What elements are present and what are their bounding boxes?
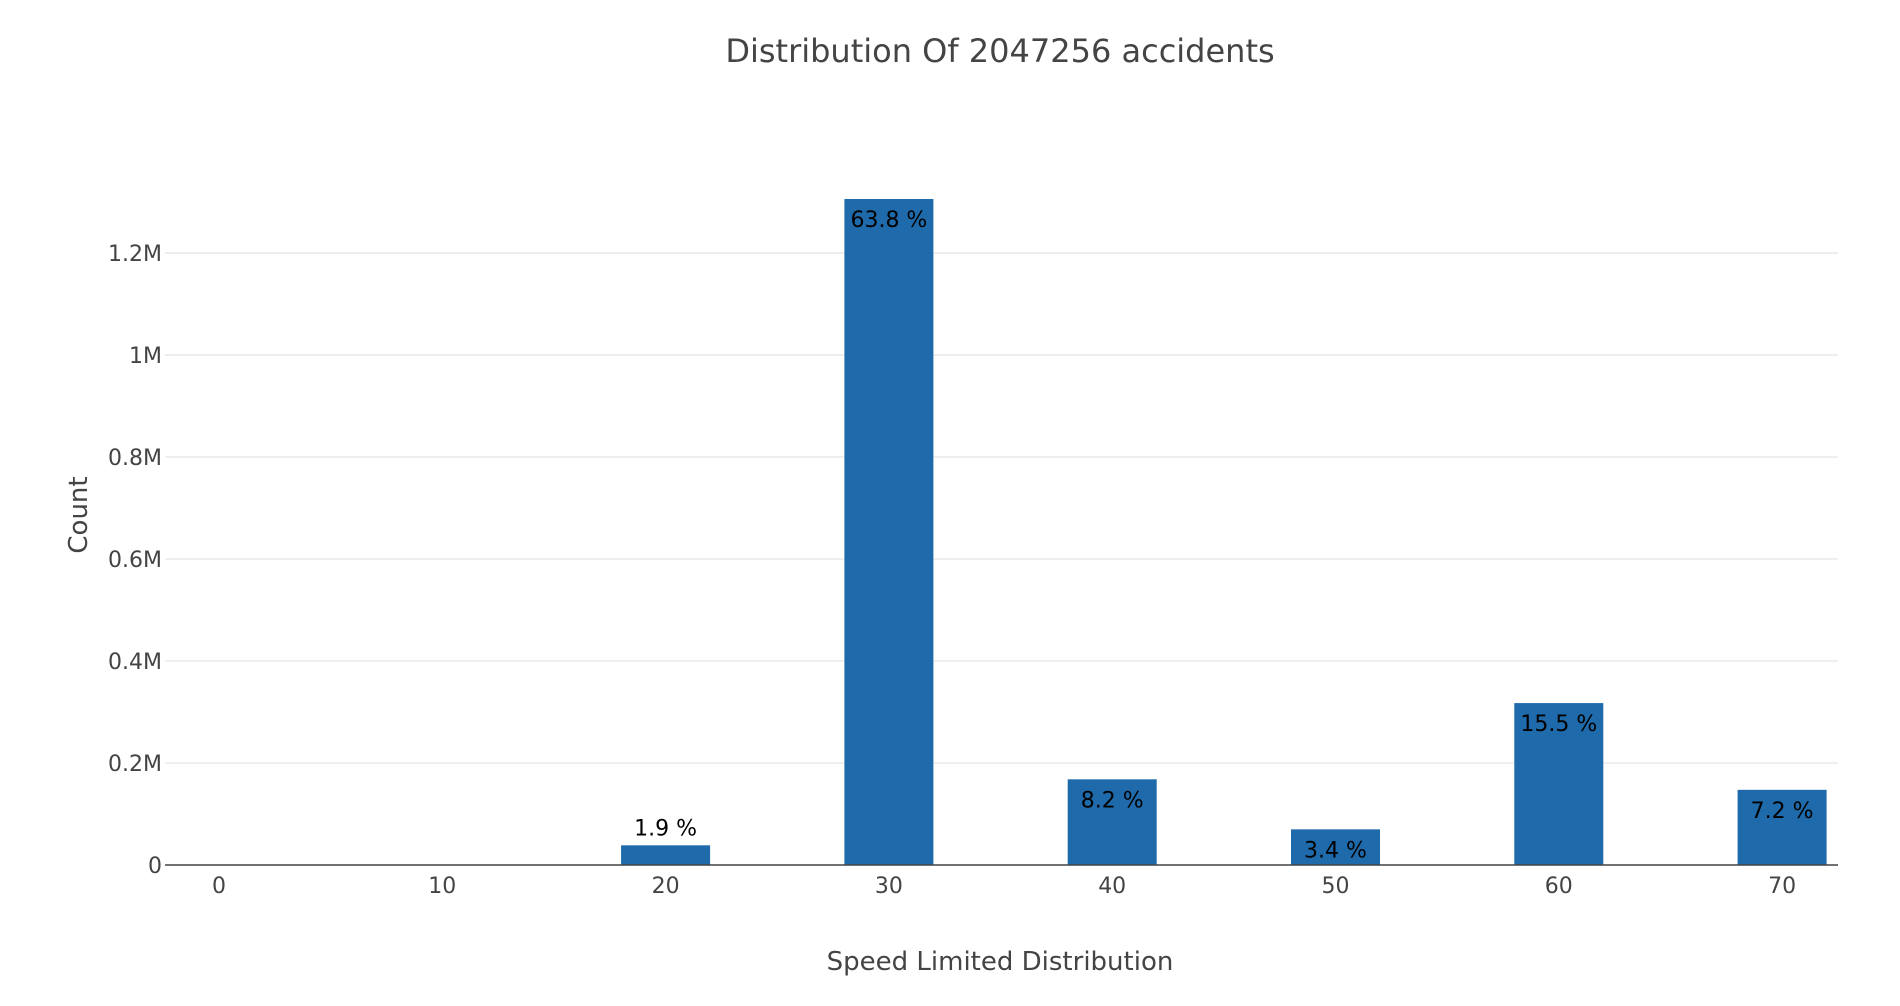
bars (175, 199, 1827, 865)
y-tick-label: 0.2M (108, 752, 162, 777)
data-label: 8.2 % (1081, 788, 1144, 813)
x-tick-label: 40 (1098, 874, 1126, 899)
x-tick-label: 50 (1322, 874, 1350, 899)
x-tick-label: 10 (428, 874, 456, 899)
x-tick-label: 60 (1545, 874, 1573, 899)
y-tick-label: 0.8M (108, 446, 162, 471)
x-tick-label: 0 (212, 874, 226, 899)
x-axis-title: Speed Limited Distribution (827, 947, 1174, 977)
data-label: 7.2 % (1751, 799, 1814, 824)
y-tick-label: 0 (148, 854, 162, 879)
data-label: 63.8 % (850, 208, 927, 233)
data-label: 15.5 % (1520, 712, 1597, 737)
y-axis-title: Count (64, 476, 94, 553)
y-axis: 0 0.2M 0.4M 0.6M 0.8M 1M 1.2M (108, 242, 162, 879)
y-tick-label: 0.4M (108, 650, 162, 675)
x-tick-label: 20 (652, 874, 680, 899)
x-tick-label: 30 (875, 874, 903, 899)
y-tick-label: 1.2M (108, 242, 162, 267)
x-axis: 0 10 20 30 40 50 60 70 (165, 865, 1838, 899)
bar[interactable] (844, 199, 933, 865)
x-tick-label: 70 (1768, 874, 1796, 899)
data-label: 1.9 % (634, 816, 697, 841)
bar[interactable] (621, 845, 710, 865)
data-label: 3.4 % (1304, 838, 1367, 863)
y-tick-label: 1M (129, 344, 162, 369)
data-labels: 1.9 % 63.8 % 8.2 % 3.4 % 15.5 % 7.2 % (634, 208, 1813, 863)
gridlines (165, 253, 1838, 763)
y-tick-label: 0.6M (108, 548, 162, 573)
chart-title: Distribution Of 2047256 accidents (725, 32, 1274, 70)
